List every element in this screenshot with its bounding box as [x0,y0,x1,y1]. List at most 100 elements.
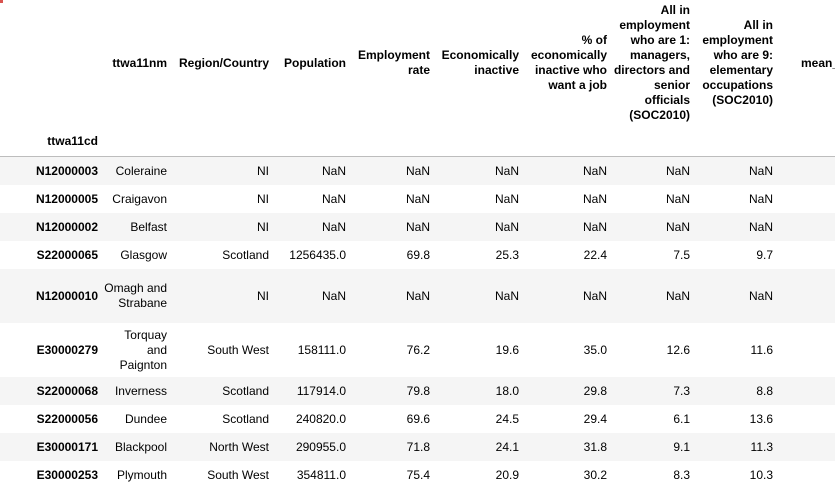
column-header: Employment rate [352,0,436,126]
row-index: E30000279 [0,323,104,377]
column-header: mean_ [779,0,835,126]
table-cell: 12.6 [613,323,696,377]
table-cell: 240820.0 [275,405,352,433]
table-cell: NaN [525,157,613,186]
table-cell: 24.1 [436,433,525,461]
row-index: N12000002 [0,213,104,241]
table-cell: 9.1 [613,433,696,461]
table-cell: 19.6 [436,323,525,377]
index-header-blank [0,0,104,126]
table-cell: Coleraine [104,157,173,186]
table-cell: 79.8 [352,377,436,405]
table-row: S22000068 Inverness Scotland 117914.0 79… [0,377,835,405]
table-cell: 7.3 [613,377,696,405]
table-cell: 76.2 [352,323,436,377]
table-row: S22000056 Dundee Scotland 240820.0 69.6 … [0,405,835,433]
table-cell: NaN [275,269,352,323]
table-cell: 69.6 [352,405,436,433]
table-row: N12000010 Omagh and Strabane NI NaN NaN … [0,269,835,323]
table-row: N12000005 Craigavon NI NaN NaN NaN NaN N… [0,185,835,213]
table-cell: 20.9 [436,461,525,489]
index-name-header: ttwa11cd [0,126,104,157]
table-cell: 11.6 [696,323,779,377]
column-header: Economically inactive [436,0,525,126]
row-index: S22000068 [0,377,104,405]
table-row: E30000253 Plymouth South West 354811.0 7… [0,461,835,489]
table-cell: NaN [525,185,613,213]
table-cell: NI [173,269,275,323]
table-cell: 117914.0 [275,377,352,405]
row-index: E30000253 [0,461,104,489]
table-cell: 18.0 [436,377,525,405]
table-cell: Blackpool [104,433,173,461]
table-cell: NaN [352,157,436,186]
table-cell: 29.4 [525,405,613,433]
table-cell: 71.8 [352,433,436,461]
table-cell: Scotland [173,377,275,405]
column-header: ttwa11nm [104,0,173,126]
table-cell: Scotland [173,241,275,269]
table-cell-clipped [779,323,835,377]
table-cell: NI [173,157,275,186]
table-cell: NaN [275,185,352,213]
table-cell: 6.1 [613,405,696,433]
table-cell: NaN [436,213,525,241]
row-index: E30000171 [0,433,104,461]
row-index: N12000010 [0,269,104,323]
table-cell: NaN [613,213,696,241]
table-row: N12000002 Belfast NI NaN NaN NaN NaN NaN… [0,213,835,241]
table-cell: 9.7 [696,241,779,269]
table-cell: 24.5 [436,405,525,433]
table-cell: Craigavon [104,185,173,213]
table-cell: NaN [275,213,352,241]
table-cell: NaN [436,157,525,186]
table-cell-clipped [779,461,835,489]
table-cell: NaN [696,185,779,213]
table-cell: 31.8 [525,433,613,461]
table-cell-clipped [779,269,835,323]
column-header: All in employment who are 9: elementary … [696,0,779,126]
table-cell: 290955.0 [275,433,352,461]
table-cell: Inverness [104,377,173,405]
table-cell: North West [173,433,275,461]
table-body: N12000003 Coleraine NI NaN NaN NaN NaN N… [0,157,835,489]
table-cell: 11.3 [696,433,779,461]
table-cell: 25.3 [436,241,525,269]
table-cell: 7.5 [613,241,696,269]
table-cell: 35.0 [525,323,613,377]
table-cell: 13.6 [696,405,779,433]
column-header: Population [275,0,352,126]
table-cell-clipped [779,213,835,241]
table-cell: 29.8 [525,377,613,405]
table-cell-clipped [779,241,835,269]
row-index: N12000005 [0,185,104,213]
table-cell: 10.3 [696,461,779,489]
table-cell: 8.8 [696,377,779,405]
table-cell: NaN [352,185,436,213]
table-cell: NaN [696,269,779,323]
table-row: S22000065 Glasgow Scotland 1256435.0 69.… [0,241,835,269]
table-cell: NaN [525,269,613,323]
column-header: Region/Country [173,0,275,126]
table-cell: Glasgow [104,241,173,269]
table-cell: NaN [696,213,779,241]
table-cell: 30.2 [525,461,613,489]
table-cell: NaN [613,269,696,323]
table-cell: 1256435.0 [275,241,352,269]
row-index: S22000056 [0,405,104,433]
table-row: N12000003 Coleraine NI NaN NaN NaN NaN N… [0,157,835,186]
table-cell: 22.4 [525,241,613,269]
column-header-row: ttwa11nm Region/Country Population Emplo… [0,0,835,126]
table-cell: 75.4 [352,461,436,489]
table-cell: South West [173,323,275,377]
table-cell: NaN [352,269,436,323]
table-cell: 354811.0 [275,461,352,489]
index-name-row: ttwa11cd [0,126,835,157]
table-cell: NaN [613,157,696,186]
table-cell: Scotland [173,405,275,433]
table-cell: South West [173,461,275,489]
table-cell: NaN [613,185,696,213]
table-cell: NaN [436,185,525,213]
table-row: E30000279 Torquay and Paignton South Wes… [0,323,835,377]
table-cell: 158111.0 [275,323,352,377]
